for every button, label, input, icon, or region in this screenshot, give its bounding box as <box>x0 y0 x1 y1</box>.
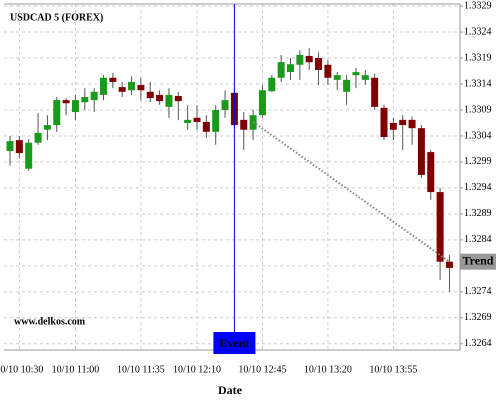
y-tick-label: 1.3284 <box>464 234 492 245</box>
candle-body <box>389 122 397 130</box>
y-tick-label: 1.3299 <box>464 156 492 167</box>
candle-body <box>137 85 145 91</box>
candle-body <box>193 117 201 122</box>
candle-body <box>371 77 379 107</box>
candle-body <box>71 100 79 113</box>
candle-body <box>53 100 61 126</box>
candle-body <box>315 58 323 70</box>
y-tick-label: 1.3324 <box>464 26 492 37</box>
candle-body <box>118 87 126 92</box>
event-label: Event <box>219 336 249 350</box>
y-tick-label: 1.3329 <box>464 0 492 11</box>
event-label-box <box>213 332 256 354</box>
candle-body <box>156 94 164 102</box>
candle-body <box>380 107 388 137</box>
candle-body <box>268 77 276 92</box>
candle-body <box>240 119 248 130</box>
candle-body <box>6 141 14 152</box>
candle-body <box>436 192 444 262</box>
candle-body <box>90 91 98 101</box>
candle-body <box>343 79 351 92</box>
candle-body <box>146 91 154 99</box>
candle-body <box>287 64 294 73</box>
y-tick-label: 1.3269 <box>464 312 492 323</box>
x-tick-label: 10/10 11:35 <box>117 364 165 375</box>
candle-body <box>445 261 453 268</box>
candle-body <box>212 109 220 132</box>
y-tick-label: 1.3264 <box>464 338 492 349</box>
candle-body <box>427 152 435 193</box>
y-tick-label: 1.3319 <box>464 52 492 63</box>
candle-body <box>62 100 70 104</box>
candle-body <box>15 140 23 154</box>
candle-body <box>165 94 173 107</box>
x-tick-label: 10/10 10:30 <box>0 364 43 375</box>
candle-body <box>221 100 229 110</box>
candle-body <box>333 75 341 80</box>
candle-body <box>184 119 192 123</box>
y-tick-label: 1.3274 <box>464 286 492 297</box>
candle-body <box>128 81 136 91</box>
marks <box>6 48 453 292</box>
candle-body <box>408 119 416 129</box>
candle-body <box>324 64 332 78</box>
x-tick-label: 10/10 12:10 <box>173 364 221 375</box>
trend-label: Trend <box>463 253 494 267</box>
candle-body <box>81 96 89 103</box>
candle-body <box>258 90 266 116</box>
chart-title: USDCAD 5 (FOREX) <box>10 12 103 23</box>
y-tick-label: 1.3314 <box>464 78 492 89</box>
candle-body <box>305 55 313 63</box>
x-tick-label: 10/10 13:20 <box>304 364 352 375</box>
trend-line <box>252 121 451 263</box>
candle-body <box>202 121 210 132</box>
x-tick-label: 10/10 11:00 <box>52 364 100 375</box>
x-axis-title: Date <box>218 383 243 397</box>
watermark: www.delkos.com <box>14 316 86 327</box>
candle-body <box>34 132 42 143</box>
candle-body <box>417 128 425 175</box>
x-tick-label: 10/10 12:45 <box>238 364 286 375</box>
x-tick-label: 10/10 13:55 <box>369 364 417 375</box>
candle-body <box>296 54 304 65</box>
candle-body <box>277 62 285 78</box>
candle-body <box>361 75 369 80</box>
candle-body <box>352 72 360 76</box>
candle-body <box>109 77 117 82</box>
y-tick-label: 1.3294 <box>464 182 492 193</box>
candle-body <box>43 125 51 130</box>
trend-label-box <box>460 253 496 270</box>
candle-body <box>399 119 407 126</box>
candle-body <box>100 77 107 95</box>
y-tick-label: 1.3304 <box>464 130 492 141</box>
y-tick-label: 1.3309 <box>464 104 492 115</box>
candle-body <box>174 95 182 102</box>
y-tick-label: 1.3289 <box>464 208 492 219</box>
candle-body <box>25 142 33 169</box>
grid <box>4 4 460 350</box>
